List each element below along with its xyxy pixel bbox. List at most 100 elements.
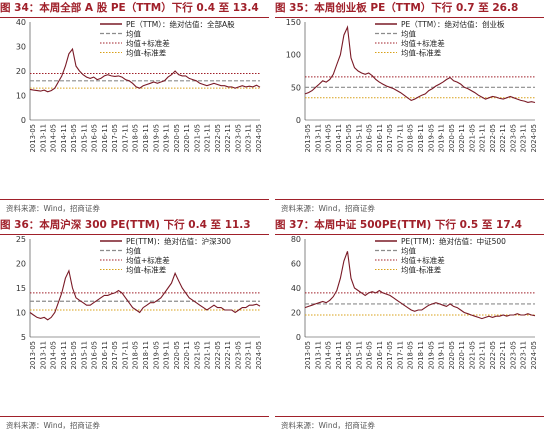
y-tick-label: 30	[16, 43, 26, 52]
x-tick-label: 2022-05	[489, 341, 497, 369]
y-tick-label: 10	[16, 309, 26, 318]
source-note: 资料来源：Wind，招商证券	[281, 421, 375, 430]
panel-title: 图 37：本周中证 500PE(TTM) 下行 0.5 至 17.4	[275, 219, 522, 231]
x-tick-label: 2022-05	[214, 124, 222, 152]
source-rule	[0, 199, 269, 200]
chart-panel-all-a: 图 34：本周全部 A 股 PE（TTM）下行 0.4 至 13.4 0 10 20…	[0, 0, 275, 217]
x-tick-label: 2023-05	[234, 124, 242, 152]
legend-label: 均值+标准差	[401, 255, 445, 265]
panel-title: 图 35：本周创业板 PE（TTM）下行 0.7 至 26.8	[275, 2, 519, 14]
x-tick-label: 2013-11	[39, 124, 47, 152]
legend-label: 均值+标准差	[401, 38, 445, 48]
x-tick-label: 2020-05	[173, 124, 181, 152]
x-tick-label: 2019-11	[438, 124, 446, 152]
x-tick-label: 2023-05	[234, 341, 242, 369]
y-tick-label: 0	[296, 333, 301, 342]
x-tick-label: 2023-11	[520, 124, 528, 152]
x-tick-label: 2017-11	[396, 124, 404, 152]
x-tick-label: 2015-11	[355, 341, 363, 369]
x-tick-label: 2023-11	[245, 124, 253, 152]
title-rule	[0, 17, 269, 18]
legend-label: 均值-标准差	[126, 265, 167, 275]
x-tick-label: 2021-05	[193, 341, 201, 369]
x-tick-label: 2014-11	[335, 124, 343, 152]
x-tick-label: 2015-05	[345, 124, 353, 152]
x-tick-label: 2020-05	[448, 124, 456, 152]
y-tick-label: 20	[16, 260, 26, 269]
x-tick-label: 2020-11	[183, 341, 191, 369]
title-rule	[0, 234, 269, 235]
x-tick-label: 2018-05	[407, 124, 415, 152]
x-tick-label: 2018-05	[407, 341, 415, 369]
x-tick-label: 2013-05	[29, 341, 37, 369]
y-tick-label: 60	[291, 260, 301, 269]
legend-label: PE（TTM）：绝对估值：全部A股	[126, 19, 235, 29]
title-rule	[275, 17, 544, 18]
x-tick-label: 2016-11	[101, 124, 109, 152]
legend-label: 均值-标准差	[401, 265, 442, 275]
x-tick-label: 2021-05	[468, 124, 476, 152]
y-tick-label: 40	[291, 284, 301, 293]
x-tick-label: 2014-05	[50, 341, 58, 369]
x-tick-label: 2022-11	[224, 341, 232, 369]
y-tick-label: 80	[291, 235, 301, 244]
source-rule	[0, 416, 269, 417]
x-tick-label: 2013-11	[314, 341, 322, 369]
x-tick-label: 2019-05	[427, 341, 435, 369]
y-tick-label: 10	[16, 92, 26, 101]
x-tick-label: 2018-11	[142, 124, 150, 152]
x-tick-label: 2015-05	[70, 124, 78, 152]
x-tick-label: 2015-11	[80, 124, 88, 152]
x-tick-label: 2014-11	[60, 341, 68, 369]
x-tick-label: 2021-11	[204, 341, 212, 369]
chart-panel-csi300: 图 36：本周沪深 300 PE(TTM) 下行 0.4 至 11.3 5 10 1…	[0, 217, 275, 434]
legend-label: 均值-标准差	[126, 48, 167, 58]
x-tick-label: 2017-05	[111, 341, 119, 369]
chart-panel-chinext: 图 35：本周创业板 PE（TTM）下行 0.7 至 26.8 0 50 100 15…	[275, 0, 550, 217]
x-tick-label: 2017-11	[396, 341, 404, 369]
legend-label: 均值	[126, 246, 141, 256]
y-tick-label: 20	[16, 67, 26, 76]
panel-title: 图 34：本周全部 A 股 PE（TTM）下行 0.4 至 13.4	[0, 2, 259, 14]
x-tick-label: 2016-05	[366, 124, 374, 152]
x-tick-label: 2016-11	[101, 341, 109, 369]
x-tick-label: 2017-05	[111, 124, 119, 152]
title-rule	[275, 234, 544, 235]
pe-series-line	[29, 269, 261, 321]
x-tick-label: 2014-05	[325, 124, 333, 152]
x-tick-label: 2017-11	[121, 341, 129, 369]
legend-label: 均值	[126, 29, 141, 39]
x-tick-label: 2019-11	[163, 124, 171, 152]
legend-label: 均值-标准差	[401, 48, 442, 58]
x-tick-label: 2013-05	[304, 124, 312, 152]
x-tick-label: 2023-11	[520, 341, 528, 369]
x-tick-label: 2021-11	[479, 124, 487, 152]
x-tick-label: 2023-11	[245, 341, 253, 369]
x-tick-label: 2018-11	[142, 341, 150, 369]
x-tick-label: 2013-11	[314, 124, 322, 152]
legend-label: 均值+标准差	[126, 38, 170, 48]
x-tick-label: 2018-11	[417, 124, 425, 152]
x-tick-label: 2016-05	[366, 341, 374, 369]
x-tick-label: 2014-11	[60, 124, 68, 152]
x-tick-label: 2013-05	[304, 341, 312, 369]
y-tick-label: 50	[291, 83, 301, 92]
y-tick-label: 20	[291, 309, 301, 318]
x-tick-label: 2015-11	[355, 124, 363, 152]
x-tick-label: 2024-05	[530, 124, 538, 152]
x-tick-label: 2020-11	[458, 124, 466, 152]
x-tick-label: 2019-05	[427, 124, 435, 152]
x-tick-label: 2021-05	[468, 341, 476, 369]
pe-series-line	[29, 47, 261, 93]
x-tick-label: 2020-05	[448, 341, 456, 369]
legend-label: PE（TTM）：绝对估值：创业板	[401, 19, 505, 29]
x-tick-label: 2014-11	[335, 341, 343, 369]
x-tick-label: 2021-11	[204, 124, 212, 152]
legend-label: PE(TTM)：绝对估值：中证500	[401, 236, 506, 246]
source-rule	[275, 416, 544, 417]
x-tick-label: 2024-05	[255, 124, 263, 152]
legend-label: 均值+标准差	[126, 255, 170, 265]
